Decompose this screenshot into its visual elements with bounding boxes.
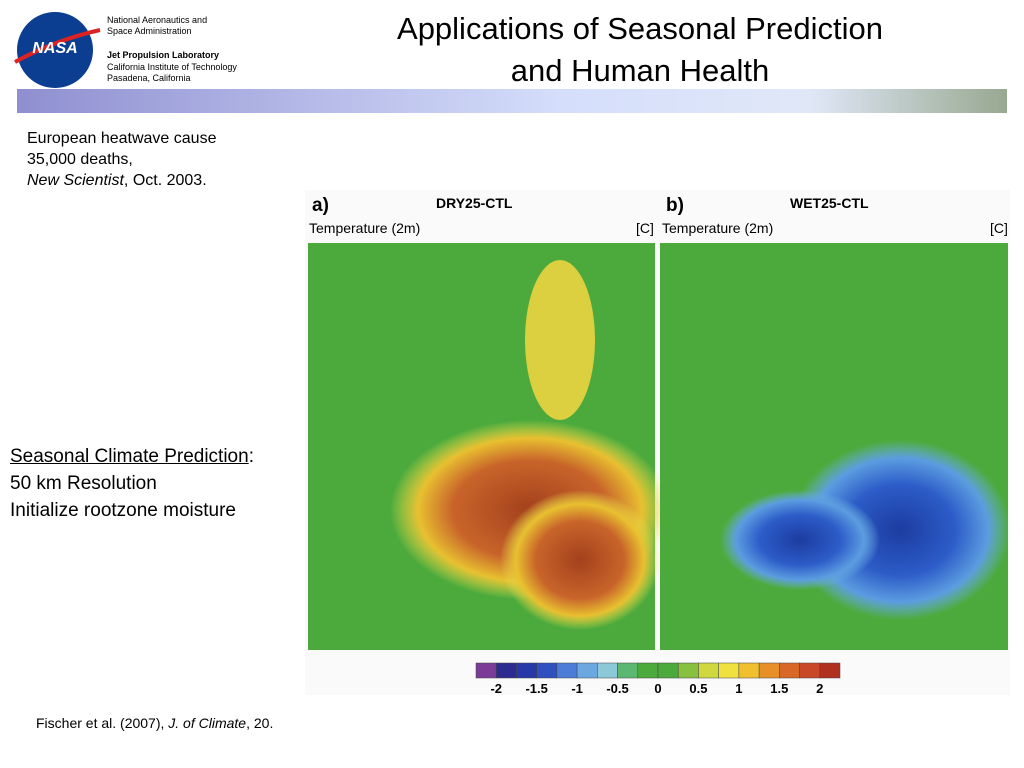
heading: Seasonal Climate Prediction bbox=[10, 446, 249, 467]
agency-line: Space Administration bbox=[107, 26, 192, 36]
citation: Fischer et al. (2007), J. of Climate, 20… bbox=[36, 715, 273, 731]
colorbar-swatch bbox=[495, 662, 517, 679]
header-band bbox=[17, 89, 1007, 113]
panel-name: DRY25-CTL bbox=[436, 195, 513, 211]
panel-variable: Temperature (2m) bbox=[309, 220, 421, 236]
note-line: 35,000 deaths, bbox=[27, 151, 133, 168]
map-a bbox=[308, 243, 670, 650]
colorbar-label: 0.5 bbox=[689, 681, 708, 696]
colorbar-swatch bbox=[475, 662, 497, 679]
side-line: Initialize rootzone moisture bbox=[10, 500, 236, 521]
journal: J. of Climate bbox=[168, 715, 247, 731]
colorbar-swatch bbox=[657, 662, 679, 679]
logo-swoosh bbox=[14, 28, 101, 64]
colorbar-swatch bbox=[819, 662, 841, 679]
lab: Jet Propulsion Laboratory bbox=[107, 50, 220, 60]
logo-text: NASA bbox=[32, 40, 78, 57]
panel-unit: [C] bbox=[636, 220, 654, 236]
source: New Scientist bbox=[27, 172, 124, 189]
colorbar-swatch bbox=[617, 662, 639, 679]
colorbar-label: -0.5 bbox=[606, 681, 629, 696]
colorbar-label: -1.5 bbox=[525, 681, 548, 696]
colorbar-swatch bbox=[779, 662, 800, 679]
colorbar-swatch bbox=[718, 662, 740, 679]
colorbar-swatch bbox=[799, 662, 821, 679]
authors: Fischer et al. (2007), bbox=[36, 715, 165, 731]
note: European heatwave cause 35,000 deaths, N… bbox=[27, 128, 216, 191]
institute-line: California Institute of Technology bbox=[107, 62, 237, 72]
colorbar-swatch bbox=[738, 662, 760, 679]
institute-line: Pasadena, California bbox=[107, 73, 191, 83]
colorbar-label: 1 bbox=[735, 681, 743, 696]
agency-line: National Aeronautics and bbox=[107, 15, 208, 25]
colorbar-label: -2 bbox=[490, 681, 502, 696]
panel-name: WET25-CTL bbox=[790, 195, 869, 211]
colorbar-swatch bbox=[758, 662, 780, 679]
panel-variable: Temperature (2m) bbox=[662, 220, 774, 236]
map-b bbox=[660, 243, 1010, 650]
title-line: and Human Health bbox=[510, 53, 770, 88]
note-line: European heatwave cause bbox=[27, 130, 217, 147]
agency: National Aeronautics and Space Administra… bbox=[107, 15, 207, 37]
colorbar-swatch bbox=[576, 662, 598, 679]
title: Applications of Seasonal Prediction and H… bbox=[340, 8, 940, 92]
colorbar-label: 0 bbox=[654, 681, 662, 696]
side-heading: Seasonal Climate Prediction: bbox=[10, 443, 254, 470]
colorbar-label: -1 bbox=[571, 681, 583, 696]
colon: : bbox=[248, 446, 254, 467]
colorbar-swatch bbox=[677, 662, 699, 679]
title-line: Applications of Seasonal Prediction bbox=[397, 11, 883, 46]
panel-letter: a) bbox=[312, 195, 329, 216]
colorbar bbox=[475, 662, 841, 679]
side-line: 50 km Resolution bbox=[10, 473, 157, 494]
date: , Oct. 2003. bbox=[123, 172, 207, 189]
panel-letter: b) bbox=[666, 195, 684, 216]
colorbar-swatch bbox=[597, 662, 618, 679]
colorbar-swatch bbox=[516, 662, 537, 679]
institute: California Institute of Technology Pasade… bbox=[107, 62, 237, 84]
colorbar-label: 1.5 bbox=[770, 681, 789, 696]
panel-unit: [C] bbox=[990, 220, 1008, 236]
colorbar-swatch bbox=[556, 662, 578, 679]
colorbar-swatch bbox=[536, 662, 558, 679]
issue: , 20. bbox=[246, 715, 274, 731]
colorbar-swatch bbox=[637, 662, 659, 679]
colorbar-swatch bbox=[698, 662, 719, 679]
colorbar-label: 2 bbox=[816, 681, 824, 696]
side-text: Seasonal Climate Prediction: 50 km Resol… bbox=[10, 443, 254, 524]
note-source: New Scientist, Oct. 2003. bbox=[27, 170, 216, 191]
logo bbox=[17, 12, 93, 88]
